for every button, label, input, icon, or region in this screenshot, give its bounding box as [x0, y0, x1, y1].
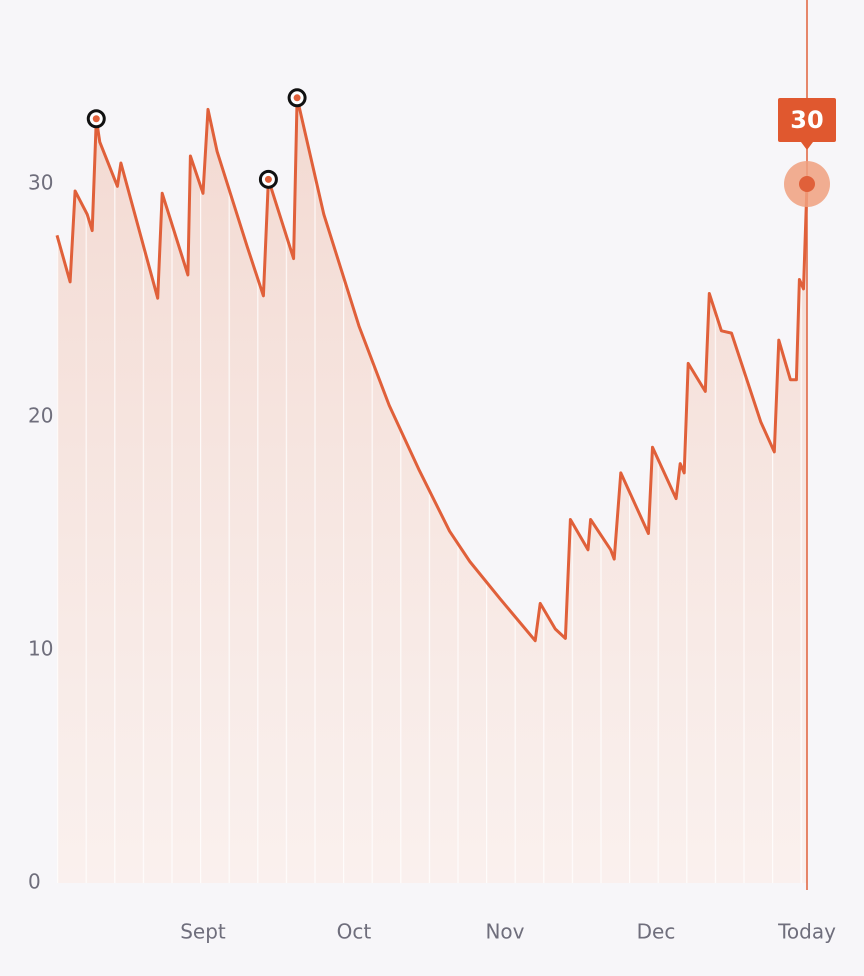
y-tick-label: 30 — [28, 171, 53, 195]
tooltip-box — [778, 98, 836, 142]
marked-point-dot — [293, 94, 301, 102]
marked-point-dot — [92, 115, 100, 123]
x-tick-label: Nov — [485, 920, 524, 944]
x-tick-label: Today — [777, 920, 836, 944]
x-tick-label: Dec — [637, 920, 676, 944]
y-tick-label: 0 — [28, 870, 41, 894]
tooltip-pointer — [801, 142, 813, 150]
line — [55, 96, 809, 643]
x-tick-label: Sept — [180, 920, 226, 944]
y-tick-label: 20 — [28, 404, 53, 428]
x-tick-label: Oct — [337, 920, 372, 944]
marked-point-dot — [264, 175, 272, 183]
area-stripes — [57, 97, 807, 884]
y-tick-label: 10 — [28, 637, 53, 661]
tooltip-label: 30 — [790, 106, 823, 134]
current-point — [799, 176, 815, 192]
